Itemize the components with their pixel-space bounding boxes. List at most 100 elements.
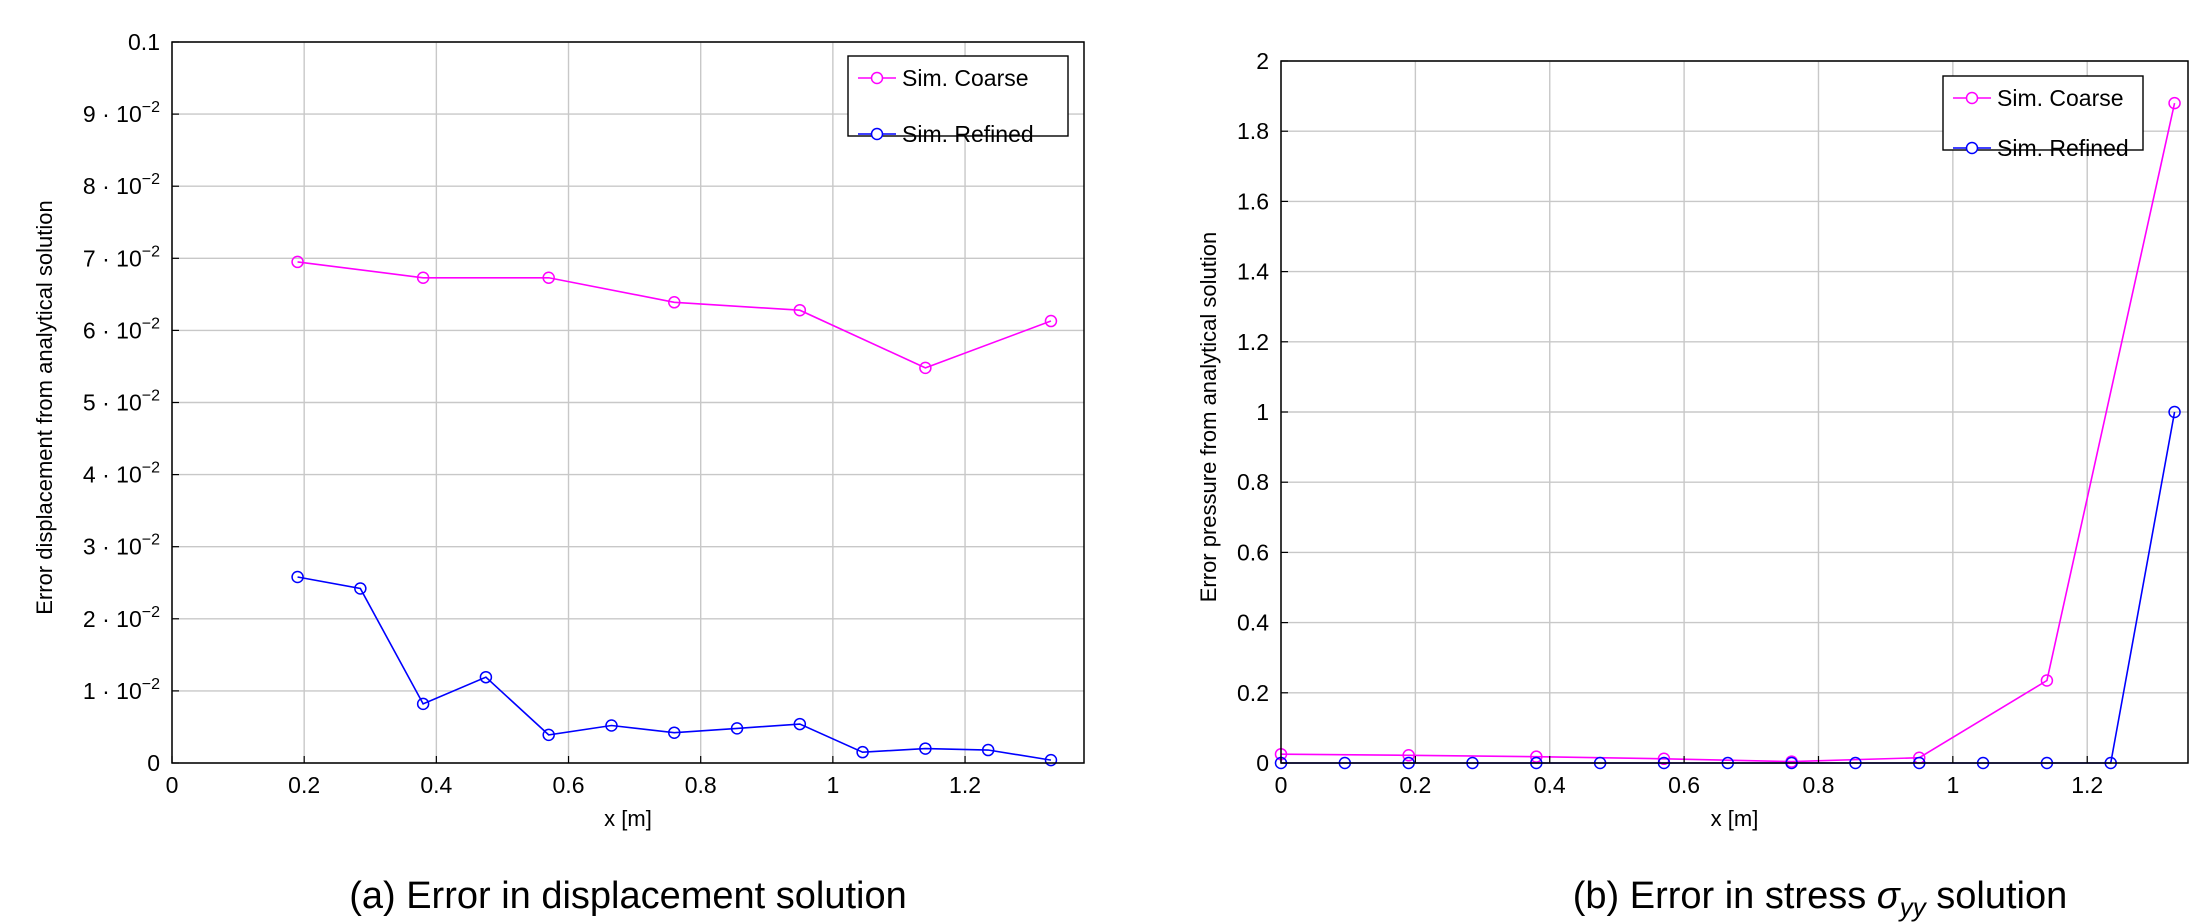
y-tick-label: 0.8 xyxy=(1237,469,1269,495)
legend-entry: Sim. Refined xyxy=(1953,135,2129,161)
data-point xyxy=(542,271,555,285)
y-tick-label: 2 xyxy=(1256,48,1269,74)
grid-lines xyxy=(171,41,1084,764)
y-tick-label: 1.8 xyxy=(1237,118,1269,144)
legend-box xyxy=(847,55,1069,137)
x-tick-label: 1 xyxy=(1946,772,1959,798)
y-axis-label: Error pressure from analytical solution xyxy=(1196,232,1221,602)
y-tick-label: 4 · 10−2 xyxy=(83,460,160,488)
caption-prefix: (b) Error in stress xyxy=(1573,875,1877,917)
data-point xyxy=(542,728,555,742)
legend-marker xyxy=(870,71,884,85)
x-tick-labels: 0 0.2 0.4 0.6 0.8 1 1.2 xyxy=(166,756,981,798)
data-point xyxy=(919,361,932,375)
chart-displacement-error: 0 0.2 0.4 0.6 0.8 1 1.2 0 1 · 10−2 2 · 10−2 3 · 1… xyxy=(32,29,1085,917)
x-tick-label: 0.8 xyxy=(1802,772,1834,798)
x-axis-label: x [m] xyxy=(1711,806,1759,831)
x-tick-label: 0 xyxy=(1275,772,1288,798)
data-point xyxy=(291,255,304,269)
y-tick-label: 7 · 10−2 xyxy=(83,243,160,271)
x-tick-label: 0.8 xyxy=(685,772,717,798)
data-point xyxy=(1657,752,1671,766)
x-tick-label: 1.2 xyxy=(949,772,981,798)
series-line xyxy=(297,261,1052,369)
legend-marker xyxy=(1965,91,1979,105)
data-point xyxy=(856,745,869,759)
x-tick-labels: 0 0.2 0.4 0.6 0.8 1 1.2 xyxy=(1275,756,2103,798)
data-point xyxy=(416,271,430,285)
y-tick-label: 0.1 xyxy=(128,29,160,55)
x-tick-label: 0.6 xyxy=(553,772,585,798)
series-sim-refined xyxy=(1274,405,2181,770)
legend: Sim. Coarse Sim. Refined xyxy=(847,55,1069,147)
legend-entry: Sim. Refined xyxy=(858,121,1034,147)
y-tick-label: 0 xyxy=(1256,750,1269,776)
data-point xyxy=(1044,753,1058,767)
legend-marker xyxy=(870,127,884,141)
data-point xyxy=(919,742,932,755)
legend-label: Sim. Refined xyxy=(1997,135,2129,161)
legend-entry: Sim. Coarse xyxy=(1953,85,2124,111)
y-tick-label: 1.2 xyxy=(1237,329,1269,355)
y-tick-label: 0 xyxy=(147,750,160,776)
chart-stress-error: 0 0.2 0.4 0.6 0.8 1 1.2 0 0.2 0.4 0.6 0.8 1 1.2 1.4 1.… xyxy=(1196,48,2189,922)
y-tick-label: 5 · 10−2 xyxy=(83,388,160,416)
data-point xyxy=(730,722,744,735)
legend-marker xyxy=(1965,141,1979,155)
y-tick-label: 3 · 10−2 xyxy=(83,532,160,560)
y-tick-label: 2 · 10−2 xyxy=(83,604,160,632)
data-point xyxy=(605,719,618,732)
y-axis-label: Error displacement from analytical solut… xyxy=(32,200,57,615)
data-point xyxy=(291,570,304,584)
legend-box xyxy=(1942,75,2144,151)
series-line xyxy=(1280,102,2176,763)
data-point xyxy=(981,743,995,757)
data-point xyxy=(1402,749,1415,762)
x-tick-label: 0.2 xyxy=(288,772,320,798)
caption-b: (b) Error in stress σyy solution xyxy=(1573,875,2068,922)
y-tick-label: 0.6 xyxy=(1237,539,1269,565)
y-tick-label: 1.6 xyxy=(1237,188,1269,214)
legend-label: Sim. Refined xyxy=(902,121,1034,147)
data-point xyxy=(2168,96,2181,110)
x-tick-label: 1 xyxy=(826,772,839,798)
data-point xyxy=(1530,750,1543,763)
series-layer xyxy=(291,255,1058,767)
x-axis-label: x [m] xyxy=(604,806,652,831)
caption-subscript: yy xyxy=(1898,892,1928,922)
x-tick-label: 0.4 xyxy=(420,772,452,798)
data-point xyxy=(793,717,807,731)
y-tick-labels: 0 0.2 0.4 0.6 0.8 1 1.2 1.4 1.6 1.8 2 xyxy=(1237,48,1288,776)
caption-a: (a) Error in displacement solution xyxy=(349,875,907,917)
x-tick-label: 0.2 xyxy=(1399,772,1431,798)
x-tick-label: 0.4 xyxy=(1534,772,1566,798)
y-tick-label: 1.4 xyxy=(1237,259,1269,285)
series-layer xyxy=(1274,96,2181,770)
y-tick-label: 8 · 10−2 xyxy=(83,171,160,199)
y-tick-label: 1 xyxy=(1256,399,1269,425)
data-point xyxy=(479,670,493,684)
data-point xyxy=(354,582,367,595)
x-tick-label: 0.6 xyxy=(1668,772,1700,798)
data-point xyxy=(1044,314,1058,328)
series-sim-coarse xyxy=(1274,96,2181,768)
legend-entry: Sim. Coarse xyxy=(858,65,1029,91)
data-point xyxy=(668,726,681,739)
legend-label: Sim. Coarse xyxy=(902,65,1029,91)
data-point xyxy=(2168,405,2181,419)
series-line xyxy=(297,576,1052,761)
y-tick-label: 9 · 10−2 xyxy=(83,99,160,127)
y-tick-label: 6 · 10−2 xyxy=(83,315,160,343)
caption-sigma: σ xyxy=(1877,875,1902,917)
data-point xyxy=(793,303,807,317)
data-point xyxy=(2040,674,2054,687)
legend: Sim. Coarse Sim. Refined xyxy=(1942,75,2144,161)
data-point xyxy=(668,296,681,309)
y-tick-label: 0.4 xyxy=(1237,610,1269,636)
series-sim-coarse xyxy=(291,255,1058,375)
x-tick-label: 0 xyxy=(166,772,179,798)
caption-suffix: solution xyxy=(1926,875,2068,917)
y-tick-label: 0.2 xyxy=(1237,680,1269,706)
y-tick-labels: 0 1 · 10−2 2 · 10−2 3 · 10−2 4 · 10−2 5 · 10−… xyxy=(83,29,179,776)
